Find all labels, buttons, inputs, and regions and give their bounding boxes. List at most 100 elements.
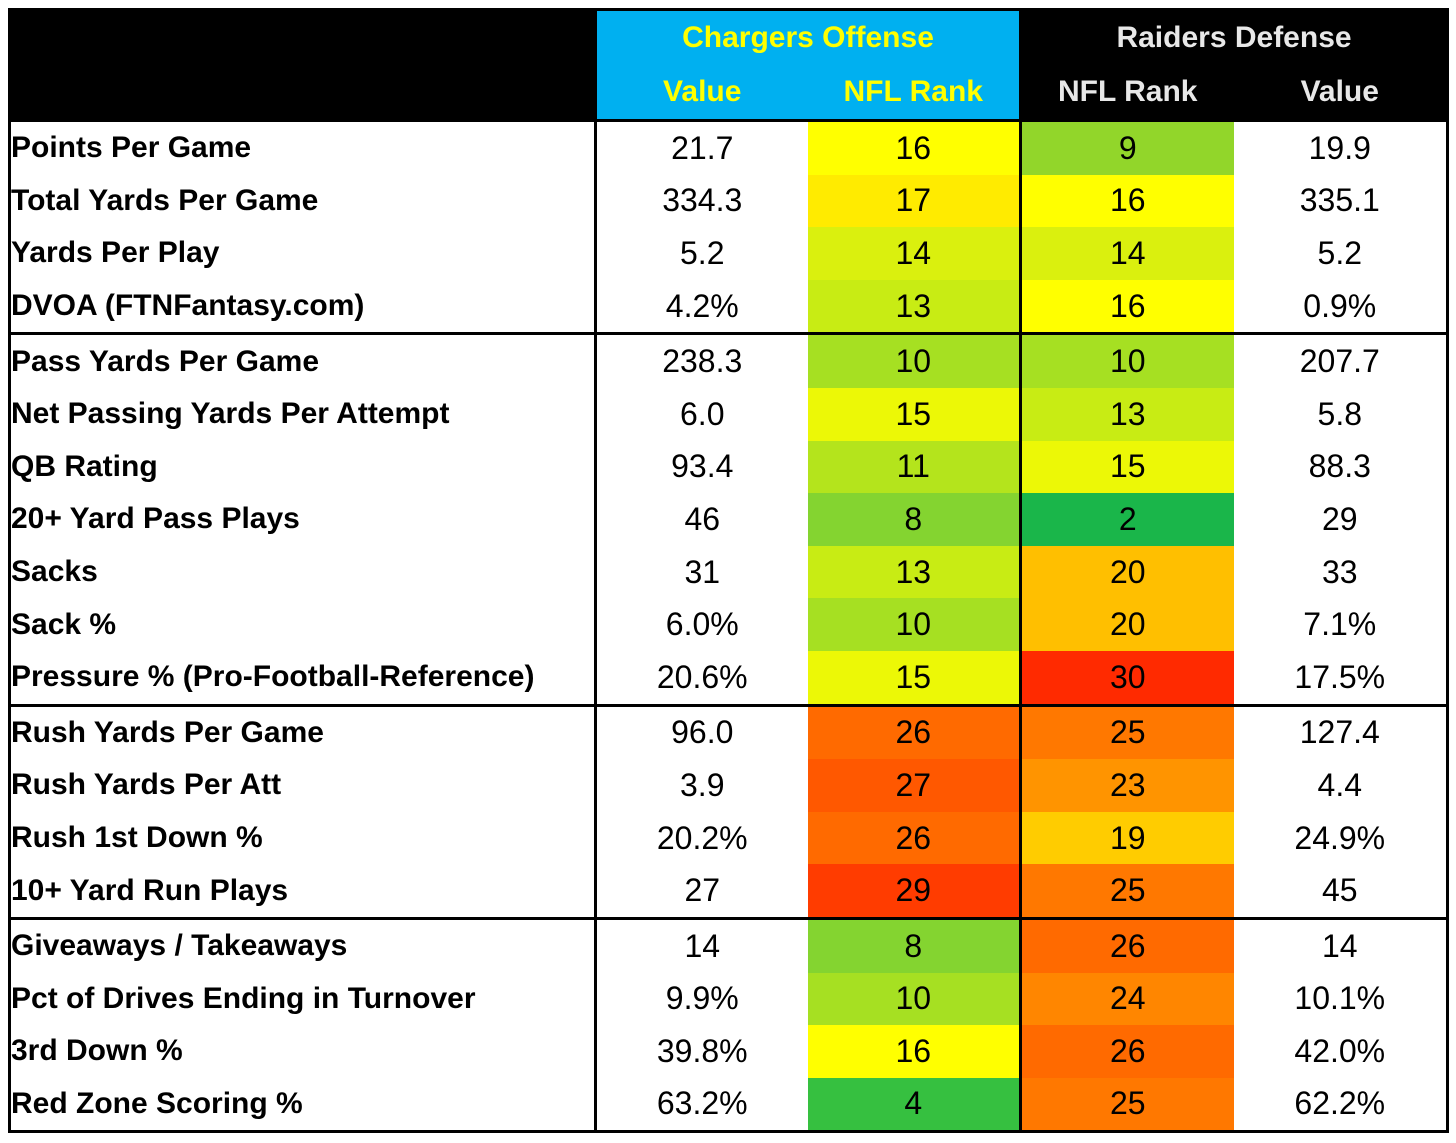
defense-value-cell: 5.2 bbox=[1317, 234, 1362, 271]
offense-value-cell: 27 bbox=[684, 872, 721, 909]
table-row: Points Per Game 21.7 16 9 19.9 bbox=[9, 118, 1448, 175]
defense-value-cell: 7.1% bbox=[1303, 606, 1377, 643]
offense-rank-cell: 10 bbox=[807, 972, 1022, 1026]
stat-label: Rush 1st Down % bbox=[9, 811, 597, 865]
stats-comparison-table: Chargers Offense Raiders Defense Value N… bbox=[8, 8, 1450, 1134]
defense-rank-cell: 30 bbox=[1020, 650, 1234, 706]
offense-rank-cell: 26 bbox=[807, 811, 1022, 865]
offense-rank-cell: 10 bbox=[807, 598, 1022, 651]
defense-rank-cell: 20 bbox=[1020, 598, 1234, 651]
defense-rank-cell: 20 bbox=[1020, 545, 1234, 599]
table-row: Sacks 31 13 20 33 bbox=[9, 545, 1448, 599]
offense-rank-cell: 10 bbox=[807, 332, 1022, 388]
table-row: Rush 1st Down % 20.2% 26 19 24.9% bbox=[9, 811, 1448, 865]
offense-value-cell: 3.9 bbox=[680, 766, 725, 803]
table-row: Net Passing Yards Per Attempt 6.0 15 13 5.8 bbox=[9, 387, 1448, 441]
defense-value-cell: 42.0% bbox=[1294, 1032, 1386, 1069]
defense-team-header: Raiders Defense bbox=[1020, 9, 1448, 65]
offense-rank-cell: 17 bbox=[807, 174, 1022, 228]
offense-rank-cell: 27 bbox=[807, 759, 1022, 812]
offense-value-cell: 20.6% bbox=[656, 658, 748, 695]
defense-rank-cell: 23 bbox=[1020, 759, 1234, 812]
defense-value-cell: 14 bbox=[1233, 916, 1448, 973]
stat-label: QB Rating bbox=[9, 440, 597, 494]
stat-label: Points Per Game bbox=[9, 118, 597, 175]
stat-label: Pass Yards Per Game bbox=[9, 332, 597, 388]
offense-rank-cell: 8 bbox=[807, 493, 1022, 546]
table-row: Pressure % (Pro-Football-Reference) 20.6%… bbox=[9, 650, 1448, 706]
header-row-columns: Value NFL Rank NFL Rank Value bbox=[9, 65, 1448, 121]
defense-rank-cell: 16 bbox=[1020, 279, 1234, 334]
offense-rank-cell: 4 bbox=[807, 1077, 1022, 1132]
defense-value-cell: 10.1% bbox=[1294, 980, 1386, 1017]
stat-label: Pressure % (Pro-Football-Reference) bbox=[9, 650, 597, 706]
offense-value-cell: 334.3 bbox=[662, 182, 743, 219]
table-row: Giveaways / Takeaways 14 8 26 14 bbox=[9, 916, 1448, 973]
offense-value-cell: 5.2 bbox=[680, 234, 725, 271]
offense-value-cell: 6.0% bbox=[665, 606, 739, 643]
defense-rank-cell: 14 bbox=[1020, 227, 1234, 280]
table-row: Pass Yards Per Game 238.3 10 10 207.7 bbox=[9, 332, 1448, 388]
defense-value-cell: 0.9% bbox=[1303, 287, 1377, 324]
defense-value-cell: 4.4 bbox=[1317, 766, 1362, 803]
defense-value-cell: 33 bbox=[1321, 553, 1358, 590]
stat-label: 10+ Yard Run Plays bbox=[9, 864, 597, 919]
offense-value-cell: 93.4 bbox=[671, 448, 734, 485]
defense-value-cell: 5.8 bbox=[1317, 395, 1362, 432]
stat-label: Giveaways / Takeaways bbox=[9, 916, 597, 973]
defense-value-cell: 24.9% bbox=[1294, 819, 1386, 856]
table-row: DVOA (FTNFantasy.com) 4.2% 13 16 0.9% bbox=[9, 279, 1448, 334]
stat-label: 3rd Down % bbox=[9, 1025, 597, 1078]
offense-rank-header: NFL Rank bbox=[807, 65, 1022, 121]
defense-rank-cell: 26 bbox=[1020, 1025, 1234, 1078]
stat-label: Red Zone Scoring % bbox=[9, 1077, 597, 1132]
table-row: Total Yards Per Game 334.3 17 16 335.1 bbox=[9, 174, 1448, 228]
defense-rank-cell: 19 bbox=[1020, 811, 1234, 865]
offense-value-cell: 9.9% bbox=[665, 980, 739, 1017]
offense-rank-cell: 13 bbox=[807, 545, 1022, 599]
stat-label: Sacks bbox=[9, 545, 597, 599]
table-body: Chargers Offense Raiders Defense Value N… bbox=[9, 9, 1448, 1132]
offense-team-header: Chargers Offense bbox=[595, 9, 1022, 65]
table-row: Yards Per Play 5.2 14 14 5.2 bbox=[9, 227, 1448, 280]
offense-value-header: Value bbox=[595, 65, 808, 121]
offense-rank-cell: 11 bbox=[807, 440, 1022, 494]
defense-value-cell: 17.5% bbox=[1294, 658, 1386, 695]
defense-rank-cell: 26 bbox=[1020, 916, 1234, 973]
defense-value-header: Value bbox=[1233, 65, 1448, 121]
stat-label: Total Yards Per Game bbox=[9, 174, 597, 228]
offense-value-cell: 238.3 bbox=[595, 332, 808, 388]
stat-label: 20+ Yard Pass Plays bbox=[9, 493, 597, 546]
offense-rank-cell: 26 bbox=[807, 703, 1022, 760]
offense-rank-cell: 14 bbox=[807, 227, 1022, 280]
stat-label: Rush Yards Per Att bbox=[9, 759, 597, 812]
table-row: 10+ Yard Run Plays 27 29 25 45 bbox=[9, 864, 1448, 919]
offense-rank-cell: 8 bbox=[807, 916, 1022, 973]
table-row: QB Rating 93.4 11 15 88.3 bbox=[9, 440, 1448, 494]
stat-label: DVOA (FTNFantasy.com) bbox=[9, 279, 597, 334]
stat-label: Sack % bbox=[9, 598, 597, 651]
offense-rank-cell: 16 bbox=[807, 1025, 1022, 1078]
defense-rank-cell: 24 bbox=[1020, 972, 1234, 1026]
defense-value-cell: 207.7 bbox=[1233, 332, 1448, 388]
header-corner-lower bbox=[9, 65, 597, 121]
offense-value-cell: 46 bbox=[684, 500, 721, 537]
defense-value-cell: 19.9 bbox=[1233, 118, 1448, 175]
defense-value-cell: 62.2% bbox=[1294, 1085, 1386, 1122]
header-corner bbox=[9, 9, 597, 65]
defense-rank-cell: 2 bbox=[1020, 493, 1234, 546]
defense-value-cell: 127.4 bbox=[1233, 703, 1448, 760]
stat-label: Pct of Drives Ending in Turnover bbox=[9, 972, 597, 1026]
offense-value-cell: 4.2% bbox=[665, 287, 739, 324]
table-row: 3rd Down % 39.8% 16 26 42.0% bbox=[9, 1025, 1448, 1078]
defense-rank-cell: 13 bbox=[1020, 387, 1234, 441]
defense-rank-cell: 25 bbox=[1020, 703, 1234, 760]
offense-rank-cell: 15 bbox=[807, 650, 1022, 706]
defense-rank-cell: 9 bbox=[1020, 118, 1234, 175]
offense-value-cell: 14 bbox=[595, 916, 808, 973]
defense-value-cell: 29 bbox=[1321, 500, 1358, 537]
defense-rank-cell: 16 bbox=[1020, 174, 1234, 228]
stat-label: Rush Yards Per Game bbox=[9, 703, 597, 760]
offense-value-cell: 20.2% bbox=[656, 819, 748, 856]
defense-rank-cell: 15 bbox=[1020, 440, 1234, 494]
